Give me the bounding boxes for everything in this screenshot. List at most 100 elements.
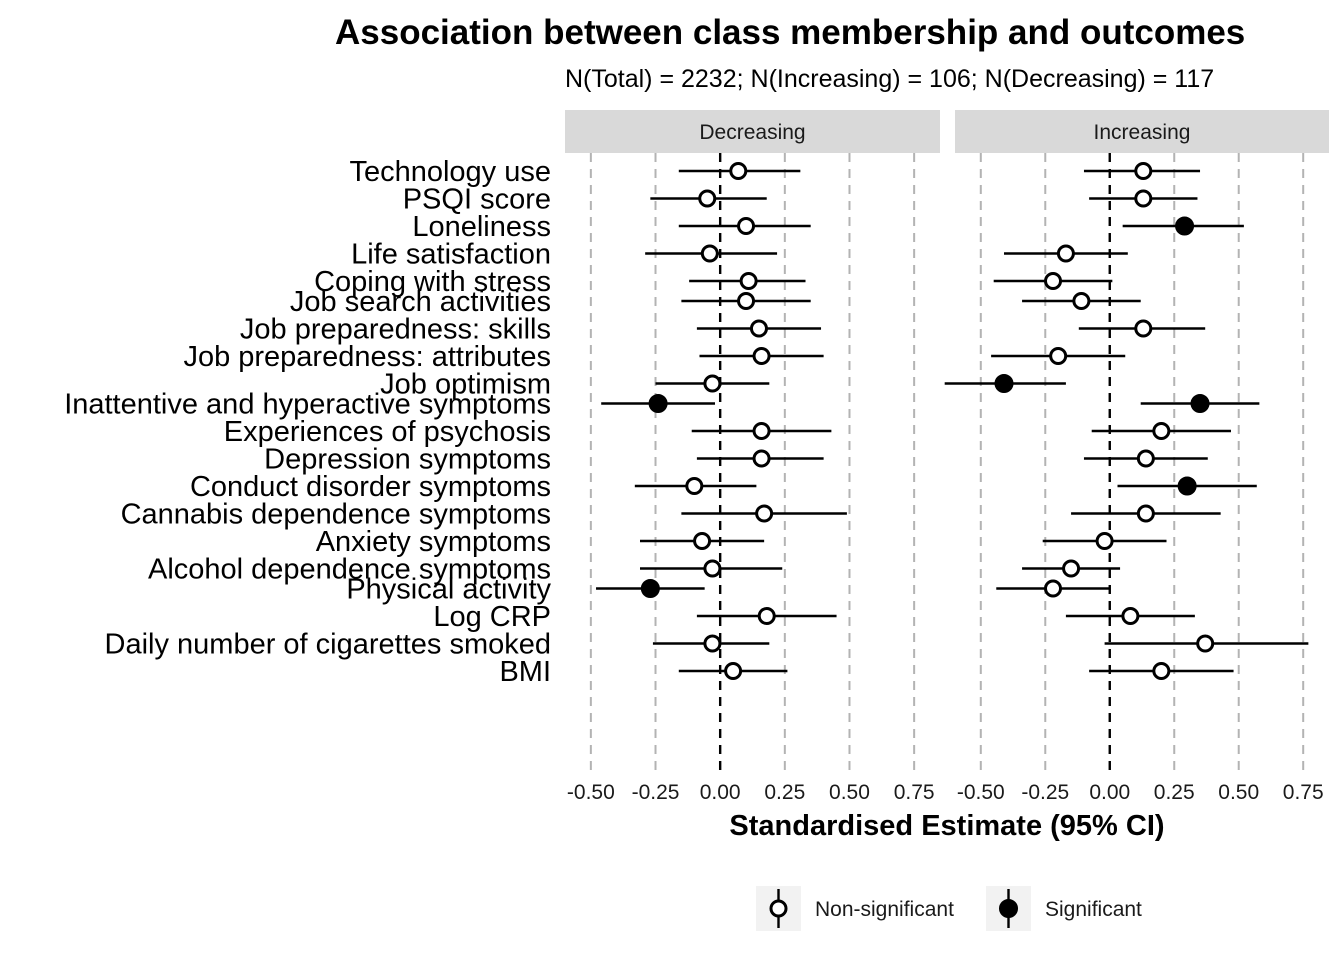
x-tick-label: 0.00	[1089, 781, 1130, 804]
estimate-row	[601, 394, 715, 413]
estimate-point-significant	[648, 394, 668, 413]
row-label: PSQI score	[403, 184, 551, 216]
panel-decreasing: Decreasing -0.50 -0.25 0.00 0.25 0.50 0.75	[565, 110, 940, 804]
panels: Decreasing-0.50 -0.25 0.00 0.25 0.50 0.75Incr…	[565, 110, 1329, 804]
estimate-point-nonsignificant	[1056, 244, 1075, 263]
row-label: Job preparedness: attributes	[183, 341, 551, 373]
estimate-row	[640, 532, 765, 550]
x-tick-label: -0.50	[957, 781, 1005, 804]
estimate-point-nonsignificant	[737, 292, 756, 310]
estimate-point-nonsignificant	[752, 422, 771, 440]
estimate-point-nonsignificant	[737, 217, 756, 235]
estimate-point-nonsignificant	[724, 662, 743, 680]
legend-marker-nonsignificant	[769, 899, 788, 918]
estimate-row	[1089, 189, 1198, 208]
estimate-row	[944, 374, 1066, 393]
chart-subtitle: N(Total) = 2232; N(Increasing) = 106; N(…	[565, 65, 1214, 93]
estimate-point-nonsignificant	[693, 532, 712, 550]
row-label: Physical activity	[346, 574, 551, 606]
estimate-point-significant	[1177, 476, 1197, 496]
x-tick-label: 0.50	[829, 781, 870, 804]
estimate-point-nonsignificant	[698, 189, 717, 208]
estimate-row	[681, 292, 811, 310]
estimate-row	[1004, 244, 1128, 263]
estimate-row	[991, 347, 1126, 365]
x-tick-label: -0.50	[567, 781, 615, 804]
row-label: Coping with stress	[314, 266, 551, 298]
estimate-point-nonsignificant	[1134, 162, 1153, 180]
row-label: Job preparedness: skills	[240, 314, 551, 346]
estimate-point-significant	[640, 579, 660, 598]
x-axis-label: Standardised Estimate (95% CI)	[729, 810, 1164, 842]
estimate-point-nonsignificant	[749, 319, 768, 338]
estimate-point-nonsignificant	[757, 607, 776, 625]
estimate-row	[1071, 504, 1221, 523]
legend-label: Non-significant	[815, 898, 954, 921]
estimate-point-nonsignificant	[1121, 607, 1140, 625]
row-label: Daily number of cigarettes smoked	[105, 629, 551, 661]
legend-label: Significant	[1045, 898, 1142, 921]
row-label: Experiences of psychosis	[224, 416, 551, 448]
estimate-point-nonsignificant	[1044, 272, 1063, 290]
x-tick-label: 0.50	[1218, 781, 1259, 804]
estimate-point-nonsignificant	[1136, 504, 1155, 523]
estimate-row	[1042, 532, 1167, 550]
estimate-point-significant	[1190, 394, 1210, 413]
estimate-row	[634, 477, 757, 495]
estimate-point-nonsignificant	[1049, 347, 1068, 365]
estimate-point-significant	[1175, 216, 1195, 236]
estimate-row	[678, 217, 811, 235]
estimate-row	[699, 347, 824, 365]
estimate-point-nonsignificant	[1152, 662, 1171, 680]
estimate-row	[678, 162, 801, 180]
panel-increasing: Increasing -0.50 -0.25 0.00 0.25 0.50 0.75	[944, 110, 1329, 804]
estimate-row	[596, 579, 705, 598]
estimate-row	[678, 662, 788, 680]
row-label: Cannabis dependence symptoms	[121, 499, 551, 531]
estimate-row	[696, 449, 824, 468]
facet-strip-label: Increasing	[1094, 121, 1191, 144]
row-label: Depression symptoms	[264, 444, 551, 476]
estimate-point-nonsignificant	[1134, 189, 1153, 208]
estimate-row	[1078, 319, 1206, 338]
estimate-point-nonsignificant	[685, 477, 704, 495]
row-label: Loneliness	[412, 211, 551, 243]
estimate-row	[993, 272, 1113, 290]
estimate-point-nonsignificant	[755, 504, 774, 523]
estimate-row	[652, 634, 770, 653]
estimate-point-nonsignificant	[1152, 422, 1171, 440]
estimate-point-nonsignificant	[1044, 579, 1063, 598]
row-label: Technology use	[349, 156, 551, 188]
estimate-row	[689, 272, 806, 290]
row-label: Alcohol dependence symptoms	[148, 554, 551, 586]
facet-strip	[565, 110, 940, 153]
legend-item: Non-significant	[756, 886, 954, 931]
estimate-point-nonsignificant	[703, 559, 722, 578]
facet-strip-label: Decreasing	[699, 121, 805, 144]
estimate-row	[650, 189, 767, 208]
estimate-row	[996, 579, 1110, 598]
estimate-point-nonsignificant	[729, 162, 748, 180]
x-tick-label: 0.00	[700, 781, 741, 804]
x-tick-label: 0.25	[764, 781, 805, 804]
x-tick-label: -0.25	[1021, 781, 1069, 804]
x-tick-label: -0.25	[632, 781, 680, 804]
estimate-point-significant	[994, 374, 1014, 393]
estimate-point-nonsignificant	[700, 244, 719, 263]
estimate-row	[1091, 422, 1231, 440]
legend: Non-significant Significant	[756, 886, 1142, 931]
estimate-row	[691, 422, 832, 440]
estimate-row	[1117, 476, 1257, 496]
estimate-row	[696, 319, 822, 338]
estimate-row	[1140, 394, 1260, 413]
estimate-row	[655, 374, 770, 393]
estimate-point-nonsignificant	[739, 272, 758, 290]
estimate-row	[1022, 559, 1121, 578]
row-label: Job search activities	[290, 286, 551, 318]
estimate-point-nonsignificant	[1062, 559, 1081, 578]
estimate-row	[696, 607, 837, 625]
estimate-row	[645, 244, 778, 263]
estimate-row	[1083, 449, 1208, 468]
row-label: Conduct disorder symptoms	[190, 471, 551, 503]
